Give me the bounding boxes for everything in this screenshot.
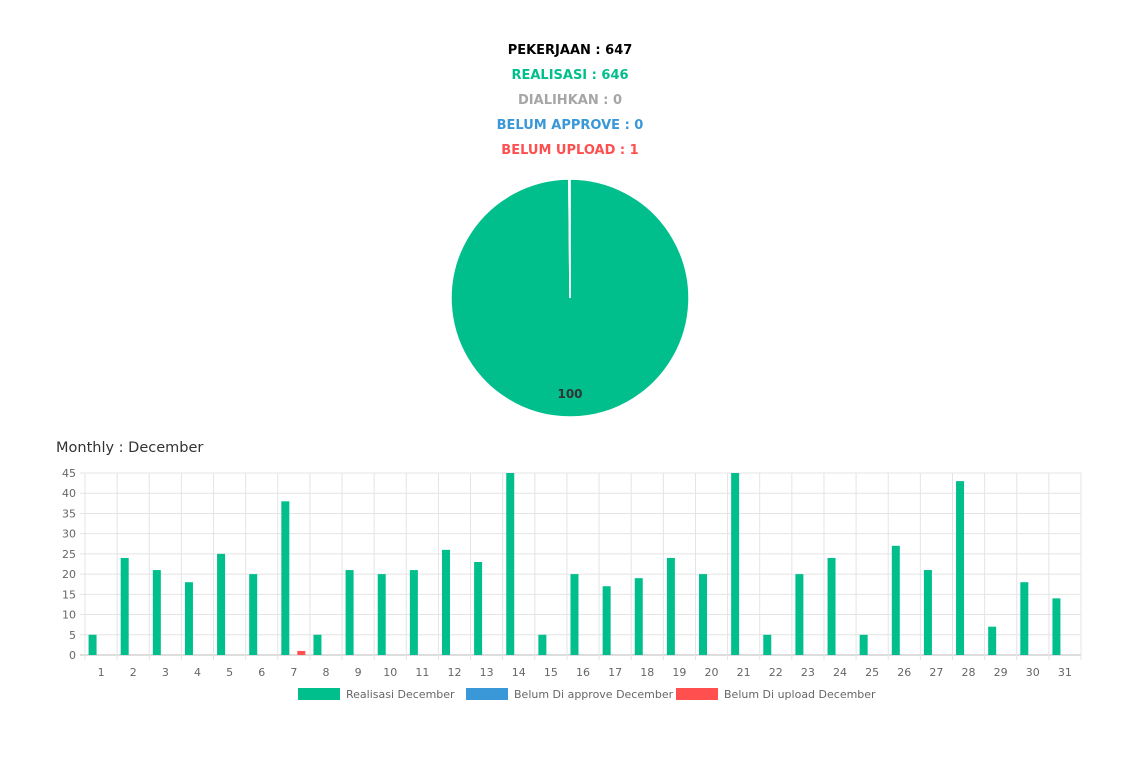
x-tick-label: 14 <box>512 666 526 679</box>
belum-approve-count: BELUM APPROVE : 0 <box>496 118 644 133</box>
bar-realisasi-december-14[interactable] <box>506 473 515 655</box>
bar-realisasi-december-16[interactable] <box>570 574 579 655</box>
pie-slice-belum-upload[interactable] <box>568 178 571 299</box>
x-tick-label: 17 <box>608 666 622 679</box>
x-tick-label: 28 <box>962 666 976 679</box>
x-tick-label: 11 <box>415 666 429 679</box>
bar-realisasi-december-25[interactable] <box>859 634 868 655</box>
y-tick-label: 0 <box>69 649 76 662</box>
y-tick-label: 35 <box>62 507 76 520</box>
bar-realisasi-december-7[interactable] <box>281 501 290 655</box>
x-tick-label: 31 <box>1058 666 1072 679</box>
x-tick-label: 21 <box>737 666 751 679</box>
bar-realisasi-december-23[interactable] <box>795 574 804 655</box>
dialihkan-count: DIALIHKAN : 0 <box>518 93 622 108</box>
bar-realisasi-december-15[interactable] <box>538 634 547 655</box>
x-tick-label: 29 <box>994 666 1008 679</box>
x-tick-label: 3 <box>162 666 169 679</box>
x-tick-label: 30 <box>1026 666 1040 679</box>
x-tick-label: 13 <box>480 666 494 679</box>
bar-realisasi-december-3[interactable] <box>152 570 161 655</box>
legend-swatch-3[interactable] <box>676 688 718 700</box>
bar-realisasi-december-6[interactable] <box>249 574 258 655</box>
x-tick-label: 10 <box>383 666 397 679</box>
legend-swatch-2[interactable] <box>466 688 508 700</box>
belum-upload-count: BELUM UPLOAD : 1 <box>501 143 639 158</box>
bar-realisasi-december-4[interactable] <box>184 582 193 655</box>
bar-realisasi-december-11[interactable] <box>409 570 418 655</box>
legend-label-1[interactable]: Realisasi December <box>346 688 455 701</box>
bar-realisasi-december-10[interactable] <box>377 574 386 655</box>
x-tick-label: 20 <box>705 666 719 679</box>
x-tick-label: 26 <box>897 666 911 679</box>
bar-realisasi-december-13[interactable] <box>474 561 483 655</box>
bar-realisasi-december-30[interactable] <box>1020 582 1029 655</box>
x-tick-label: 27 <box>929 666 943 679</box>
bar-realisasi-december-19[interactable] <box>666 557 675 655</box>
y-tick-label: 30 <box>62 528 76 541</box>
bar-realisasi-december-24[interactable] <box>827 557 836 655</box>
bar-realisasi-december-18[interactable] <box>634 578 643 655</box>
legend-swatch-1[interactable] <box>298 688 340 700</box>
y-tick-label: 25 <box>62 548 76 561</box>
legend-label-3[interactable]: Belum Di upload December <box>724 688 876 701</box>
bar-realisasi-december-2[interactable] <box>120 557 129 655</box>
x-tick-label: 12 <box>447 666 461 679</box>
y-tick-label: 5 <box>69 629 76 642</box>
x-tick-label: 15 <box>544 666 558 679</box>
bar-realisasi-december-28[interactable] <box>956 481 965 655</box>
x-tick-label: 19 <box>672 666 686 679</box>
x-tick-label: 23 <box>801 666 815 679</box>
x-tick-label: 2 <box>130 666 137 679</box>
bar-realisasi-december-5[interactable] <box>217 553 226 655</box>
x-tick-label: 4 <box>194 666 201 679</box>
x-tick-label: 24 <box>833 666 847 679</box>
bar-realisasi-december-31[interactable] <box>1052 598 1061 655</box>
realisasi-count: REALISASI : 646 <box>511 68 629 83</box>
y-tick-label: 20 <box>62 568 76 581</box>
y-tick-label: 10 <box>62 609 76 622</box>
x-tick-label: 18 <box>640 666 654 679</box>
bar-realisasi-december-8[interactable] <box>313 634 322 655</box>
x-tick-label: 6 <box>258 666 265 679</box>
x-tick-label: 7 <box>290 666 297 679</box>
y-tick-label: 40 <box>62 487 76 500</box>
y-tick-label: 45 <box>62 467 76 480</box>
bar-realisasi-december-29[interactable] <box>988 626 997 655</box>
bar-realisasi-december-26[interactable] <box>891 545 900 655</box>
x-tick-label: 22 <box>769 666 783 679</box>
summary-panel: PEKERJAAN : 647 REALISASI : 646 DIALIHKA… <box>0 41 1140 166</box>
bar-belum-di-upload-december-7[interactable] <box>297 650 306 655</box>
x-tick-label: 5 <box>226 666 233 679</box>
bar-realisasi-december-21[interactable] <box>731 473 740 655</box>
x-tick-label: 25 <box>865 666 879 679</box>
pie-data-label: 100 <box>557 387 582 401</box>
bar-realisasi-december-9[interactable] <box>345 570 354 655</box>
bar-realisasi-december-27[interactable] <box>923 570 932 655</box>
x-tick-label: 9 <box>355 666 362 679</box>
bar-realisasi-december-12[interactable] <box>441 549 450 655</box>
bar-realisasi-december-1[interactable] <box>88 634 97 655</box>
x-tick-label: 8 <box>322 666 329 679</box>
pie-chart[interactable]: 100 <box>440 168 700 428</box>
legend-label-2[interactable]: Belum Di approve December <box>514 688 674 701</box>
x-tick-label: 1 <box>98 666 105 679</box>
x-tick-label: 16 <box>576 666 590 679</box>
bar-realisasi-december-22[interactable] <box>763 634 772 655</box>
y-tick-label: 15 <box>62 588 76 601</box>
pekerjaan-count: PEKERJAAN : 647 <box>507 43 633 58</box>
monthly-title: Monthly : December <box>56 440 204 456</box>
bar-realisasi-december-20[interactable] <box>699 574 708 655</box>
bar-realisasi-december-17[interactable] <box>602 586 611 655</box>
